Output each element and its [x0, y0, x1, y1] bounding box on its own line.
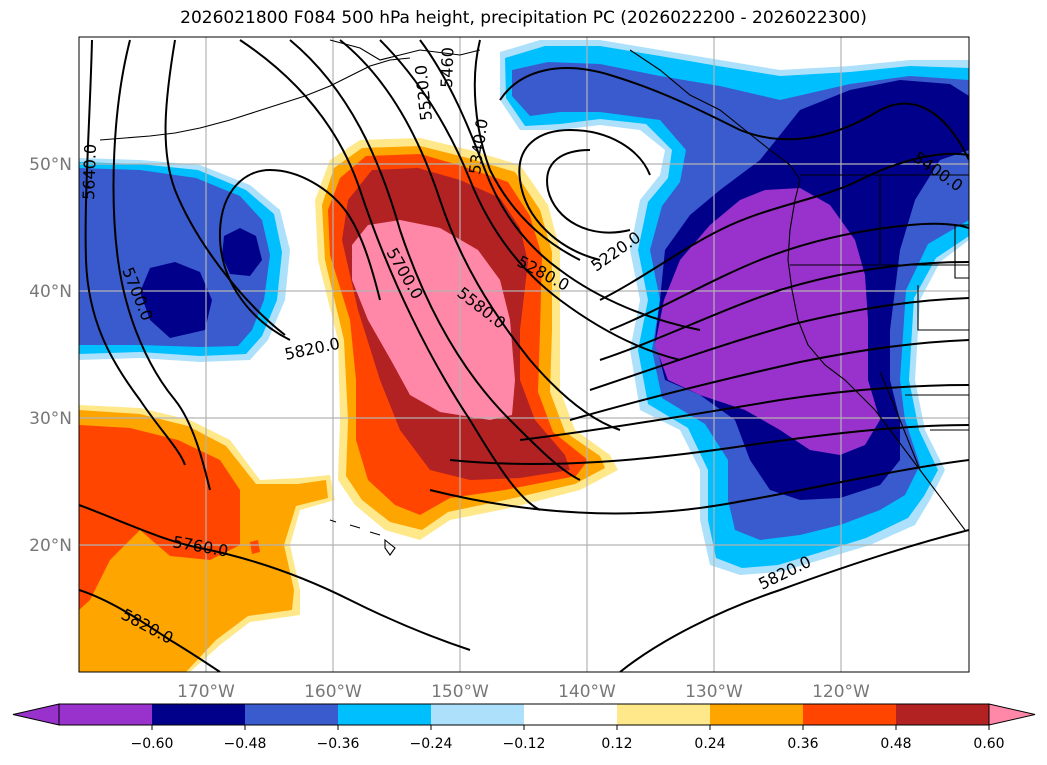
colorbar-segment [431, 704, 525, 725]
colorbar-segment [710, 704, 804, 725]
lon-label: 160°W [304, 682, 362, 702]
lat-label: 30°N [29, 409, 72, 429]
height-contours [79, 39, 969, 672]
contour-ridge-5 [419, 39, 701, 331]
colorbar-extend-min [12, 703, 60, 726]
lon-label: 170°W [177, 682, 235, 702]
hawaii-islands [329, 519, 396, 556]
map-area: 5640.0 5700.0 5820.0 5700.0 5580.0 5280.… [79, 37, 969, 672]
lat-label: 40°N [29, 282, 72, 302]
aleutian-islands [99, 57, 411, 141]
colorbar-tick-label: −0.36 [317, 736, 360, 752]
plume-pink [352, 220, 515, 420]
alaska-coast [329, 39, 481, 61]
colorbar-segment [803, 704, 897, 725]
colorbar-segment [152, 704, 246, 725]
subtropic-redorange [79, 425, 240, 610]
contour-5760-outer [164, 39, 286, 336]
colorbar-tick-label: −0.60 [131, 736, 174, 752]
east-purple [655, 188, 880, 455]
contour-flow-5 [569, 339, 969, 421]
bc-coast [629, 49, 801, 181]
contour-flow-4 [589, 297, 969, 391]
lon-label: 120°W [812, 682, 870, 702]
lat-label: 50°N [29, 155, 72, 175]
positive-anomaly-plume [315, 138, 618, 540]
great-basin-box [954, 224, 969, 279]
colorbar-segment [59, 704, 153, 725]
colorbar-segment [524, 704, 618, 725]
colorbar-segment [338, 704, 432, 725]
contour-5220-trough [546, 149, 631, 234]
colorbar-tick-label: −0.24 [410, 736, 453, 752]
subtropic-spot [250, 540, 260, 554]
colorbar-segment [896, 704, 990, 725]
contour-ridge-2 [289, 39, 581, 481]
colorbar-tick-label: 0.48 [880, 736, 911, 752]
colorbar-extend-max [988, 703, 1036, 726]
contour-flow-7 [449, 424, 969, 466]
contour-ridge-1 [239, 39, 541, 511]
longitude-labels: 170°W 160°W 150°W 140°W 130°W 120°W [177, 682, 870, 702]
colorbar-tick-label: 0.36 [787, 736, 818, 752]
contour-5340 [473, 39, 581, 261]
contour-flow-2 [609, 222, 969, 331]
colorbar-tick-label: 0.60 [973, 736, 1004, 752]
colorbar-tick-label: 0.24 [694, 736, 725, 752]
contour-flow-6 [519, 384, 969, 441]
contour-5400 [499, 67, 969, 161]
west-dark-1 [140, 262, 212, 338]
colorbar-segment [245, 704, 339, 725]
graticule [79, 37, 969, 672]
latitude-labels: 50°N 40°N 30°N 20°N [29, 155, 72, 556]
lon-label: 150°W [431, 682, 489, 702]
map-title: 2026021800 F084 500 hPa height, precipit… [180, 8, 867, 28]
contour-ridge-4 [379, 39, 681, 361]
colorbar-segment [617, 704, 711, 725]
contour-flow-1 [599, 152, 969, 301]
contour-flow-8 [429, 459, 969, 515]
contour-5700-west [112, 39, 211, 491]
colorbar: −0.60 −0.48 −0.36 −0.24 −0.12 0.12 0.24 0.36 0.4… [12, 703, 1036, 752]
contour-ridge-3 [339, 39, 621, 431]
lat-label: 20°N [29, 536, 72, 556]
contour-5640-west [84, 39, 186, 466]
contour-5820-east [619, 529, 969, 672]
lon-label: 140°W [558, 682, 616, 702]
contour-label: 5640.0 [79, 144, 100, 201]
lon-label: 130°W [685, 682, 743, 702]
contour-5820-bottom-left [79, 589, 221, 672]
us-borders [790, 174, 969, 431]
contour-5760-low [79, 504, 471, 651]
colorbar-tick-label: −0.48 [224, 736, 267, 752]
positive-anomaly-subtropical [79, 405, 335, 672]
contour-5280-trough [518, 128, 651, 261]
contour-flow-3 [599, 261, 969, 361]
negative-anomaly-west [79, 158, 290, 362]
contour-5820-upper-left [218, 168, 381, 341]
map-frame [78, 36, 970, 673]
west-dark-2 [222, 228, 262, 276]
colorbar-tick-label: −0.12 [503, 736, 546, 752]
contour-label: 5460 [437, 47, 457, 88]
colorbar-tick-label: 0.12 [601, 736, 632, 752]
